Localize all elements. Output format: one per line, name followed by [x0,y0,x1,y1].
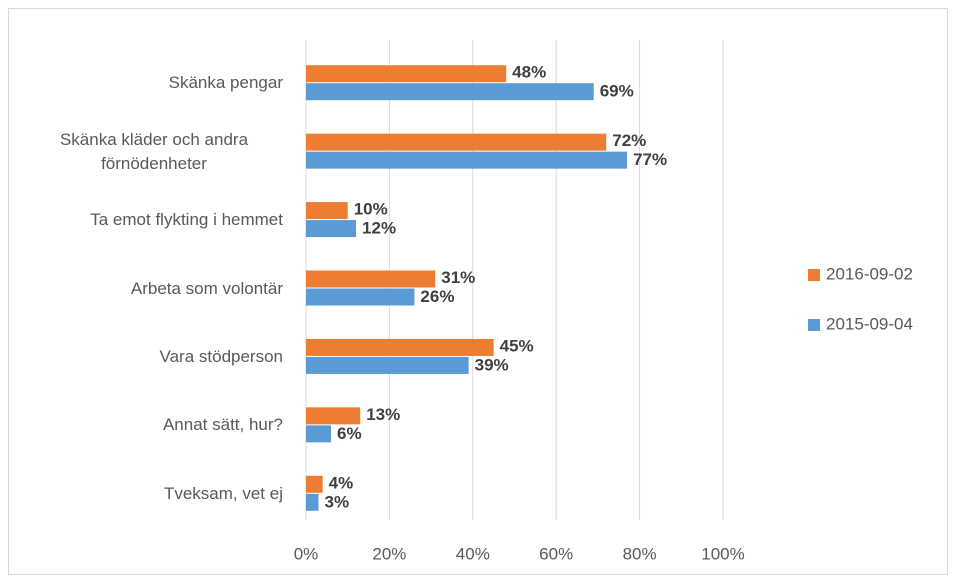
x-tick-label: 80% [623,544,657,563]
value-label: 4% [329,473,354,492]
value-label: 31% [441,268,475,287]
value-label: 3% [325,492,350,511]
x-tick-label: 0% [294,544,319,563]
y-tick-label-text: Annat sätt, hur? [162,415,283,435]
x-tick-label: 100% [701,544,744,563]
value-label: 12% [362,219,396,238]
bar [306,65,507,83]
y-tick-label-text: Skänka kläder och andra förnödenheter [59,129,249,173]
y-tick-label-text: Vara stödperson [159,346,283,366]
legend-label: 2016-09-02 [826,264,913,283]
value-label: 26% [420,287,454,306]
bar [306,338,494,356]
bar [306,270,436,288]
value-label: 77% [633,150,667,169]
y-tick-label-text: Arbeta som volontär [130,278,283,298]
value-label: 72% [612,131,646,150]
bar [306,151,628,169]
y-tick-label-text: Ta emot flykting i hemmet [90,210,283,230]
x-tick-label: 60% [539,544,573,563]
chart-border [8,8,948,575]
legend-swatch [808,269,820,281]
y-tick-label-text: Tveksam, vet ej [163,483,283,503]
legend-label: 2015-09-04 [826,314,913,333]
value-label: 69% [600,82,634,101]
y-tick-label-text: Skänka pengar [168,73,283,93]
bar [306,220,357,238]
bar [306,83,594,101]
x-tick-label: 20% [372,544,406,563]
x-tick-label: 40% [456,544,490,563]
bar [306,133,607,151]
value-label: 39% [475,355,509,374]
y-tick-label: Annat sätt, hur? [25,413,283,437]
legend-swatch [808,319,820,331]
bar [306,493,319,511]
value-label: 13% [366,405,400,424]
bar [306,202,348,220]
y-tick-label: Ta emot flykting i hemmet [25,208,283,232]
bar [306,475,323,493]
bar [306,356,469,374]
value-label: 6% [337,424,362,443]
bar [306,288,415,306]
y-tick-label: Skänka kläder och andra förnödenheter [25,128,283,176]
value-label: 10% [354,200,388,219]
value-label: 48% [512,63,546,82]
y-tick-label: Arbeta som volontär [25,277,283,301]
bar [306,425,332,443]
y-tick-label: Skänka pengar [25,71,283,95]
bar [306,407,361,425]
y-tick-label: Tveksam, vet ej [25,482,283,506]
y-tick-label: Vara stödperson [25,345,283,369]
value-label: 45% [500,336,534,355]
